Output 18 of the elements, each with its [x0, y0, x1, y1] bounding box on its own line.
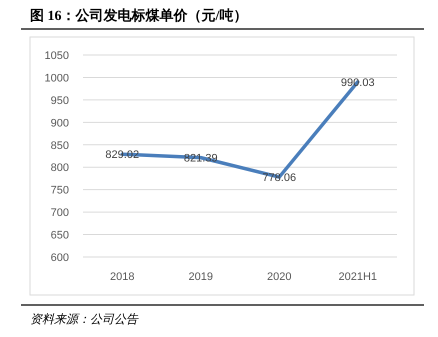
x-tick-label: 2021H1: [338, 271, 378, 283]
text: 资料来源：公司公告: [30, 312, 139, 326]
y-tick-label: 1050: [44, 50, 69, 62]
y-tick-label: 700: [50, 207, 69, 220]
y-tick-label: 950: [50, 94, 69, 107]
y-tick-label: 900: [50, 117, 69, 130]
x-tick-label: 2019: [188, 271, 213, 283]
y-tick-label: 650: [50, 230, 69, 242]
x-tick-label: 2018: [110, 271, 134, 283]
chart-title: 图 16：公司发电标煤单价（元/吨）: [30, 8, 248, 24]
data-label: 829.02: [105, 149, 140, 162]
y-tick-label: 850: [50, 140, 69, 152]
y-tick-label: 750: [50, 184, 69, 197]
y-tick-label: 800: [50, 162, 69, 174]
x-tick-label: 2020: [267, 271, 292, 283]
y-tick-label: 600: [50, 252, 69, 264]
data-label: 778.06: [262, 172, 296, 184]
y-tick-label: 1000: [44, 72, 69, 84]
